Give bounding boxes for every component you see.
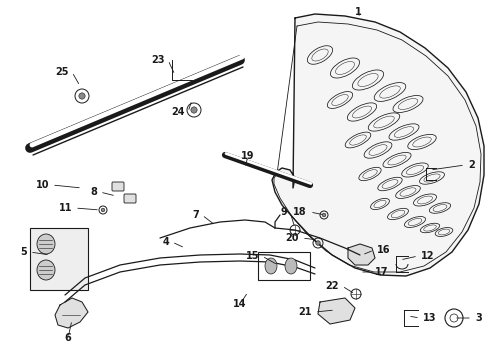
Text: 3: 3 — [474, 313, 481, 323]
Ellipse shape — [37, 234, 55, 254]
Text: 15: 15 — [245, 251, 259, 261]
FancyBboxPatch shape — [112, 182, 124, 191]
Circle shape — [79, 93, 85, 99]
Ellipse shape — [264, 258, 276, 274]
Text: 16: 16 — [376, 245, 390, 255]
Text: 8: 8 — [90, 187, 97, 197]
Text: 7: 7 — [192, 210, 199, 220]
Circle shape — [315, 241, 320, 245]
Text: 22: 22 — [325, 281, 338, 291]
Text: 23: 23 — [151, 55, 164, 65]
Text: 2: 2 — [467, 160, 474, 170]
Circle shape — [322, 213, 325, 217]
Text: 11: 11 — [59, 203, 72, 213]
Text: 12: 12 — [420, 251, 434, 261]
Text: 21: 21 — [298, 307, 311, 317]
Text: 20: 20 — [285, 233, 298, 243]
Text: 18: 18 — [293, 207, 306, 217]
FancyBboxPatch shape — [30, 228, 88, 290]
Text: 17: 17 — [374, 267, 387, 277]
Text: 1: 1 — [354, 7, 361, 17]
Text: 5: 5 — [20, 247, 27, 257]
FancyBboxPatch shape — [258, 252, 309, 280]
Text: 24: 24 — [171, 107, 184, 117]
Ellipse shape — [285, 258, 296, 274]
Circle shape — [101, 208, 104, 212]
Polygon shape — [55, 298, 88, 328]
Polygon shape — [347, 244, 374, 265]
Text: 4: 4 — [162, 237, 169, 247]
Text: 13: 13 — [422, 313, 436, 323]
Polygon shape — [317, 298, 354, 324]
Text: 14: 14 — [233, 299, 246, 309]
FancyBboxPatch shape — [124, 194, 136, 203]
Text: 6: 6 — [64, 333, 71, 343]
Text: 25: 25 — [55, 67, 69, 77]
Ellipse shape — [37, 260, 55, 280]
Circle shape — [190, 107, 197, 113]
Text: 10: 10 — [36, 180, 49, 190]
Text: 9: 9 — [280, 207, 286, 217]
Polygon shape — [271, 14, 483, 276]
Text: 19: 19 — [241, 151, 254, 161]
